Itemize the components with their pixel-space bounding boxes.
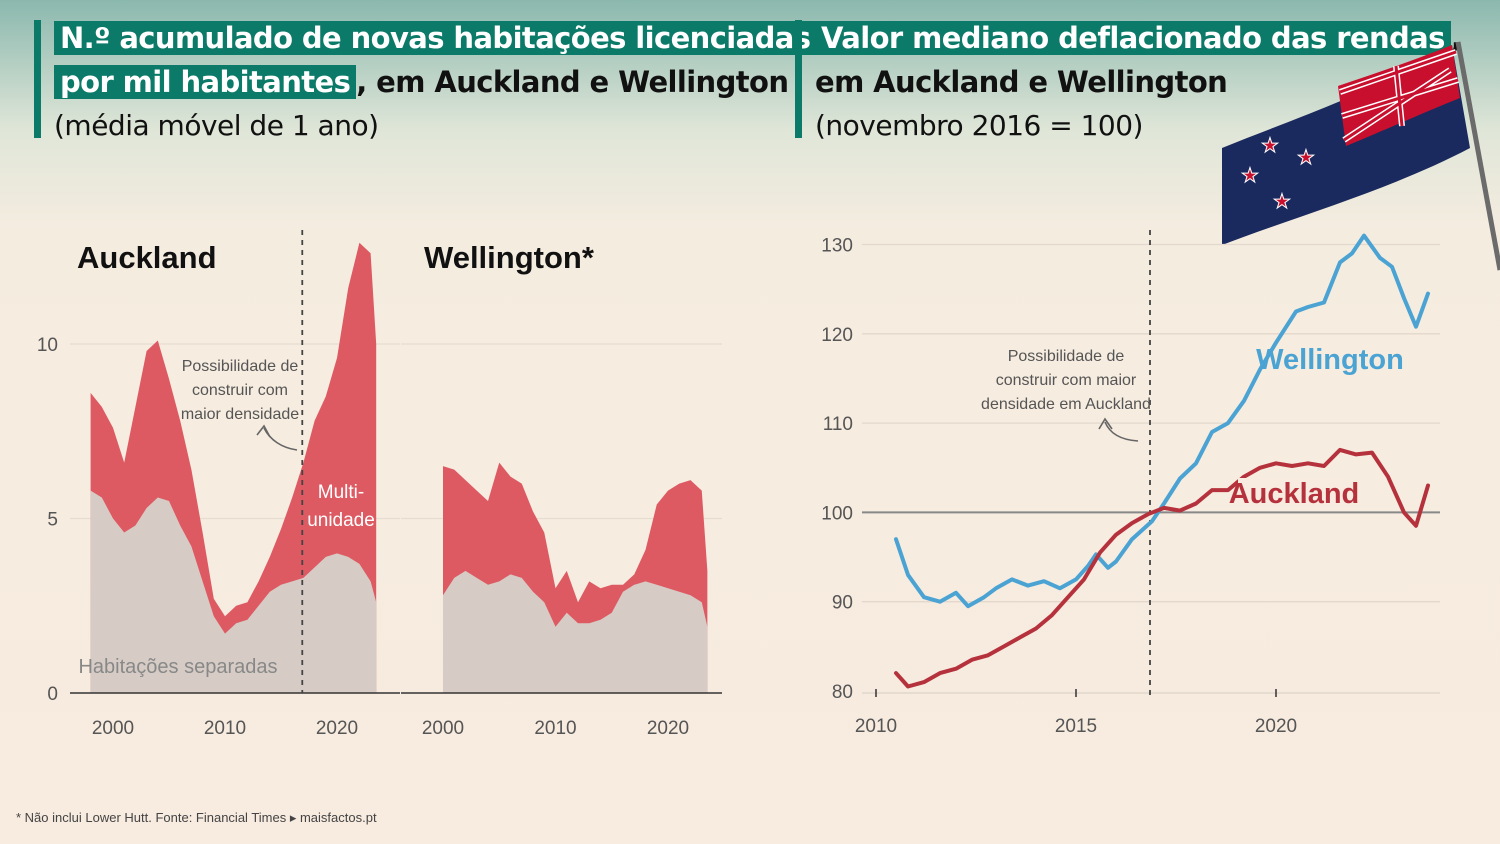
y-tick-label: 110 — [823, 414, 853, 435]
series-line-auckland — [894, 447, 1430, 689]
annotation-text-left: construir com — [192, 382, 288, 399]
right-title-line1-rest: , — [1450, 21, 1462, 55]
label-multi-unit: unidade — [307, 510, 375, 531]
left-title-line2-rest: , em Auckland e Wellington — [356, 65, 789, 99]
left-title-line1: N.º acumulado de novas habitações licenc… — [54, 21, 817, 55]
x-tick-label: 2000 — [92, 718, 134, 739]
y-tick-label: 80 — [832, 682, 853, 703]
annotation-text-left: maior densidade — [181, 406, 299, 423]
right-title-line2: em Auckland e Wellington — [815, 65, 1228, 99]
y-tick-label: 100 — [821, 503, 853, 524]
x-tick-label: 2010 — [534, 718, 576, 739]
flag-star-icon: ★ — [1261, 135, 1279, 157]
wellington-detached-area — [443, 570, 708, 693]
panel-label-wellington: Wellington* — [424, 240, 595, 275]
left-title-line2-highlight: por mil habitantes — [54, 65, 357, 99]
panel-label-auckland: Auckland — [77, 240, 217, 275]
left-subtitle: (média móvel de 1 ano) — [54, 109, 379, 142]
annotation-text-right: construir com maior — [996, 372, 1137, 389]
right-title: Valor mediano deflacionado das rendas, e… — [815, 16, 1462, 148]
annotation-arrow-head-icon — [1098, 417, 1113, 430]
annotation-arrow-icon — [1104, 421, 1139, 442]
y-tick-label: 0 — [47, 684, 58, 705]
flag-star-icon: ★ — [1297, 147, 1315, 169]
series-label-bg — [1238, 478, 1350, 510]
annotation-text-right: Possibilidade de — [1008, 348, 1125, 365]
y-tick-label: 120 — [821, 325, 853, 346]
y-tick-label: 130 — [821, 236, 853, 257]
annotation-arrow-head-icon — [256, 424, 271, 438]
left-title: N.º acumulado de novas habitações licenc… — [54, 16, 817, 148]
y-tick-label: 10 — [37, 335, 58, 356]
x-tick-label: 2015 — [1055, 716, 1097, 737]
right-subtitle: (novembro 2016 = 100) — [815, 109, 1143, 142]
flag-star-icon: ★ — [1273, 191, 1291, 213]
y-tick-label: 90 — [832, 593, 853, 614]
x-tick-label: 2020 — [647, 718, 689, 739]
right-title-line1: Valor mediano deflacionado das rendas — [815, 21, 1451, 55]
right-title-accent-bar — [795, 20, 802, 138]
annotation-arrow-icon — [263, 427, 298, 451]
new-zealand-flag-icon: ★★★★ — [1222, 41, 1500, 271]
flag-pole — [1455, 41, 1500, 271]
y-tick-label: 5 — [47, 510, 58, 531]
auckland-detached-area — [90, 490, 377, 693]
series-label-wellington: Wellington — [1256, 344, 1404, 376]
footnote: * Não inclui Lower Hutt. Fonte: Financia… — [16, 810, 377, 825]
series-label-auckland: Auckland — [1229, 478, 1360, 510]
left-title-accent-bar — [34, 20, 41, 138]
series-line-wellington — [894, 233, 1430, 609]
x-tick-label: 2020 — [1255, 716, 1297, 737]
flag-union-jack-red — [1339, 50, 1459, 142]
x-tick-label: 2010 — [855, 716, 897, 737]
x-tick-label: 2000 — [422, 718, 464, 739]
x-tick-label: 2010 — [204, 718, 246, 739]
annotation-text-left: Possibilidade de — [182, 358, 299, 375]
flag-star-icon: ★ — [1241, 165, 1259, 187]
annotation-text-right: densidade em Auckland — [981, 396, 1151, 413]
label-detached-houses: Habitações separadas — [78, 656, 277, 678]
label-multi-unit: Multi- — [318, 482, 364, 503]
x-tick-label: 2020 — [316, 718, 358, 739]
